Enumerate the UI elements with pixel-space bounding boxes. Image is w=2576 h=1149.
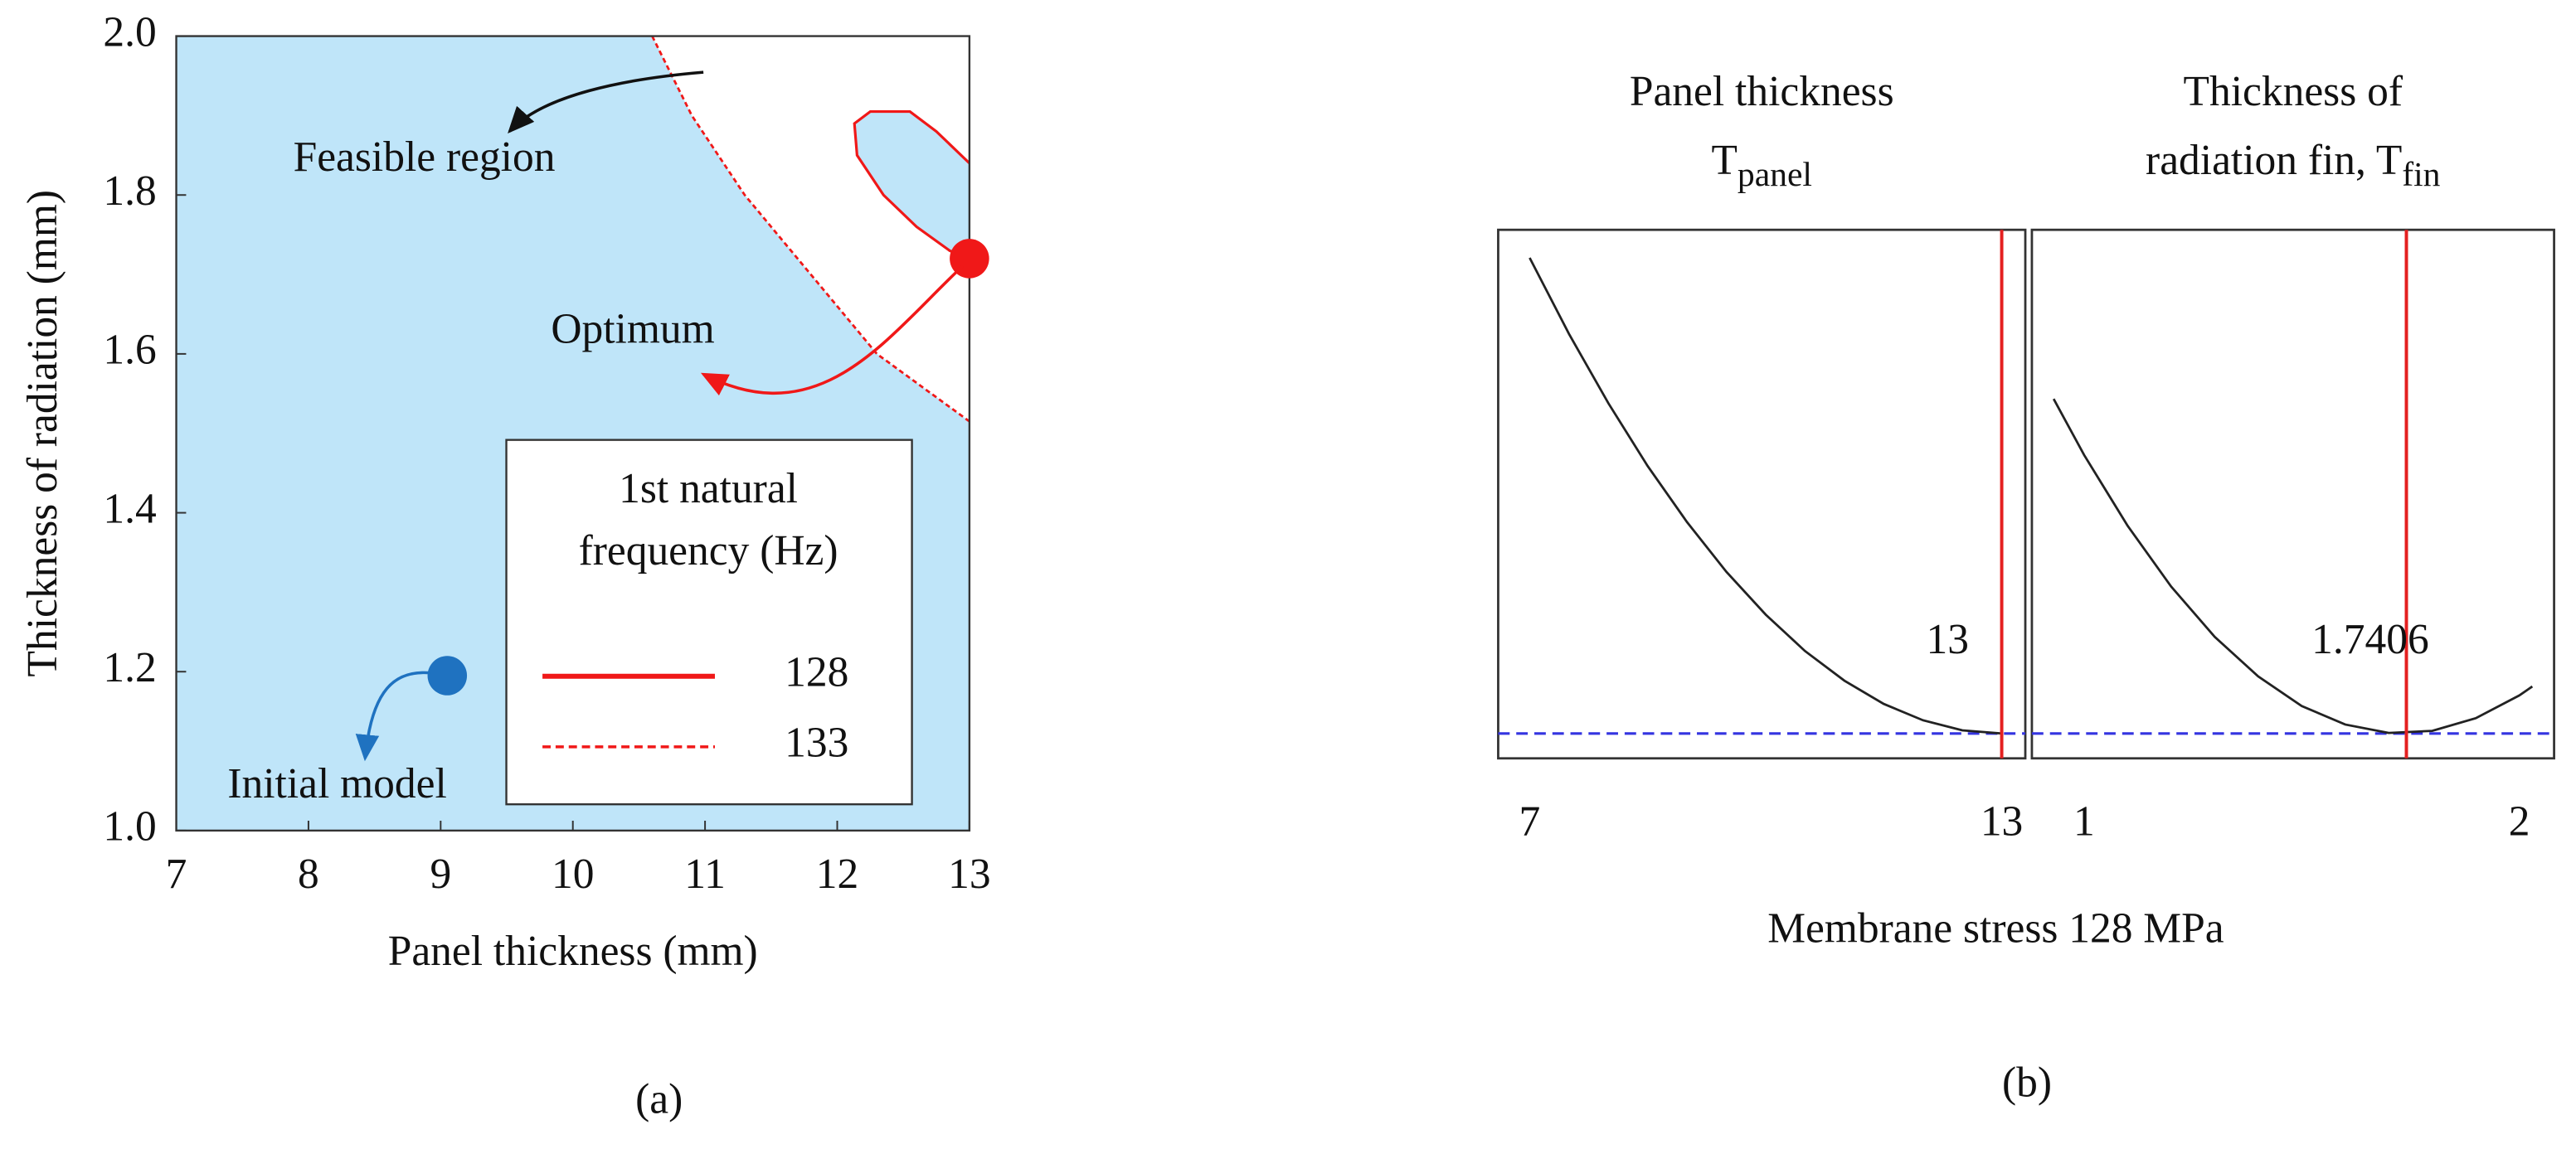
y-tick-label: 1.6: [103, 327, 156, 374]
legend-label: 133: [785, 720, 848, 767]
panel-a: 7 8 9 10 11 12 13 1.0 1.2 1.4 1.6 1.8 2.0 Panel thick…: [19, 8, 991, 1122]
panel-b: Panel thickness Tpanel 13 7 13 Thickness of ra…: [1497, 68, 2555, 1107]
x-tick-label: 11: [684, 851, 726, 898]
profile-curve: [1529, 257, 2002, 735]
x-tick-label: 7: [1519, 798, 1541, 846]
current-value: 1.7406: [2311, 616, 2429, 663]
x-tick-label: 13: [948, 851, 990, 898]
contour-line: [651, 35, 970, 423]
point-label: Optimum: [551, 306, 714, 353]
point-arrow: [355, 671, 431, 762]
point-arrow: [700, 264, 965, 396]
x-axis-label: Membrane stress 128 MPa: [1767, 904, 2224, 952]
panel-title-subscript: panel: [1738, 154, 1812, 192]
profile-curve: [2052, 398, 2534, 734]
point: [427, 656, 468, 696]
panel-title-subscript: fin: [2402, 154, 2440, 192]
panel-frame: [1497, 228, 2027, 760]
panel-title-text: T: [1711, 137, 1737, 184]
x-axis-label: Panel thickness (mm): [388, 928, 758, 975]
panel-title-text: Thickness of: [2184, 68, 2403, 115]
x-tick-label: 12: [816, 851, 858, 898]
panel-title: Panel thickness: [1630, 68, 1894, 115]
y-tick-label: 1.2: [103, 644, 156, 691]
point-label: Initial model: [227, 760, 446, 807]
y-tick-label: 1.8: [103, 167, 156, 215]
panel-title: Tpanel: [1711, 137, 1812, 193]
contour-line: [853, 110, 970, 260]
x-tick-label: 1: [2073, 798, 2095, 846]
x-tick-label: 8: [298, 851, 319, 898]
annotation-arrow: [508, 70, 704, 134]
legend-box: [505, 439, 913, 806]
legend-title: 1st natural: [619, 465, 798, 512]
x-tick-label: 10: [552, 851, 594, 898]
current-value: 13: [1926, 616, 1968, 663]
feasible-island: [854, 111, 970, 259]
panel-title-text: Panel thickness: [1630, 68, 1894, 115]
legend-title: frequency (Hz): [579, 527, 838, 574]
x-tick-label: 2: [2509, 798, 2530, 846]
y-tick-label: 1.0: [103, 803, 156, 851]
y-tick-label: 2.0: [103, 8, 156, 56]
panel-title-text: radiation fin, T: [2146, 137, 2402, 184]
panel-title: Thickness of: [2184, 68, 2403, 115]
annotation: Feasible region: [294, 133, 556, 181]
x-tick-label: 13: [1981, 798, 2023, 846]
panel-label: (a): [635, 1075, 683, 1122]
x-tick-label: 9: [430, 851, 451, 898]
x-tick-label: 7: [166, 851, 187, 898]
panel-title: radiation fin, Tfin: [2146, 137, 2441, 193]
legend-label: 128: [785, 649, 848, 696]
y-axis-label: Thickness of radiation (mm): [19, 190, 66, 676]
panel-frame: [2030, 228, 2555, 760]
y-tick-label: 1.4: [103, 485, 156, 532]
panel-label: (b): [2002, 1059, 2052, 1107]
